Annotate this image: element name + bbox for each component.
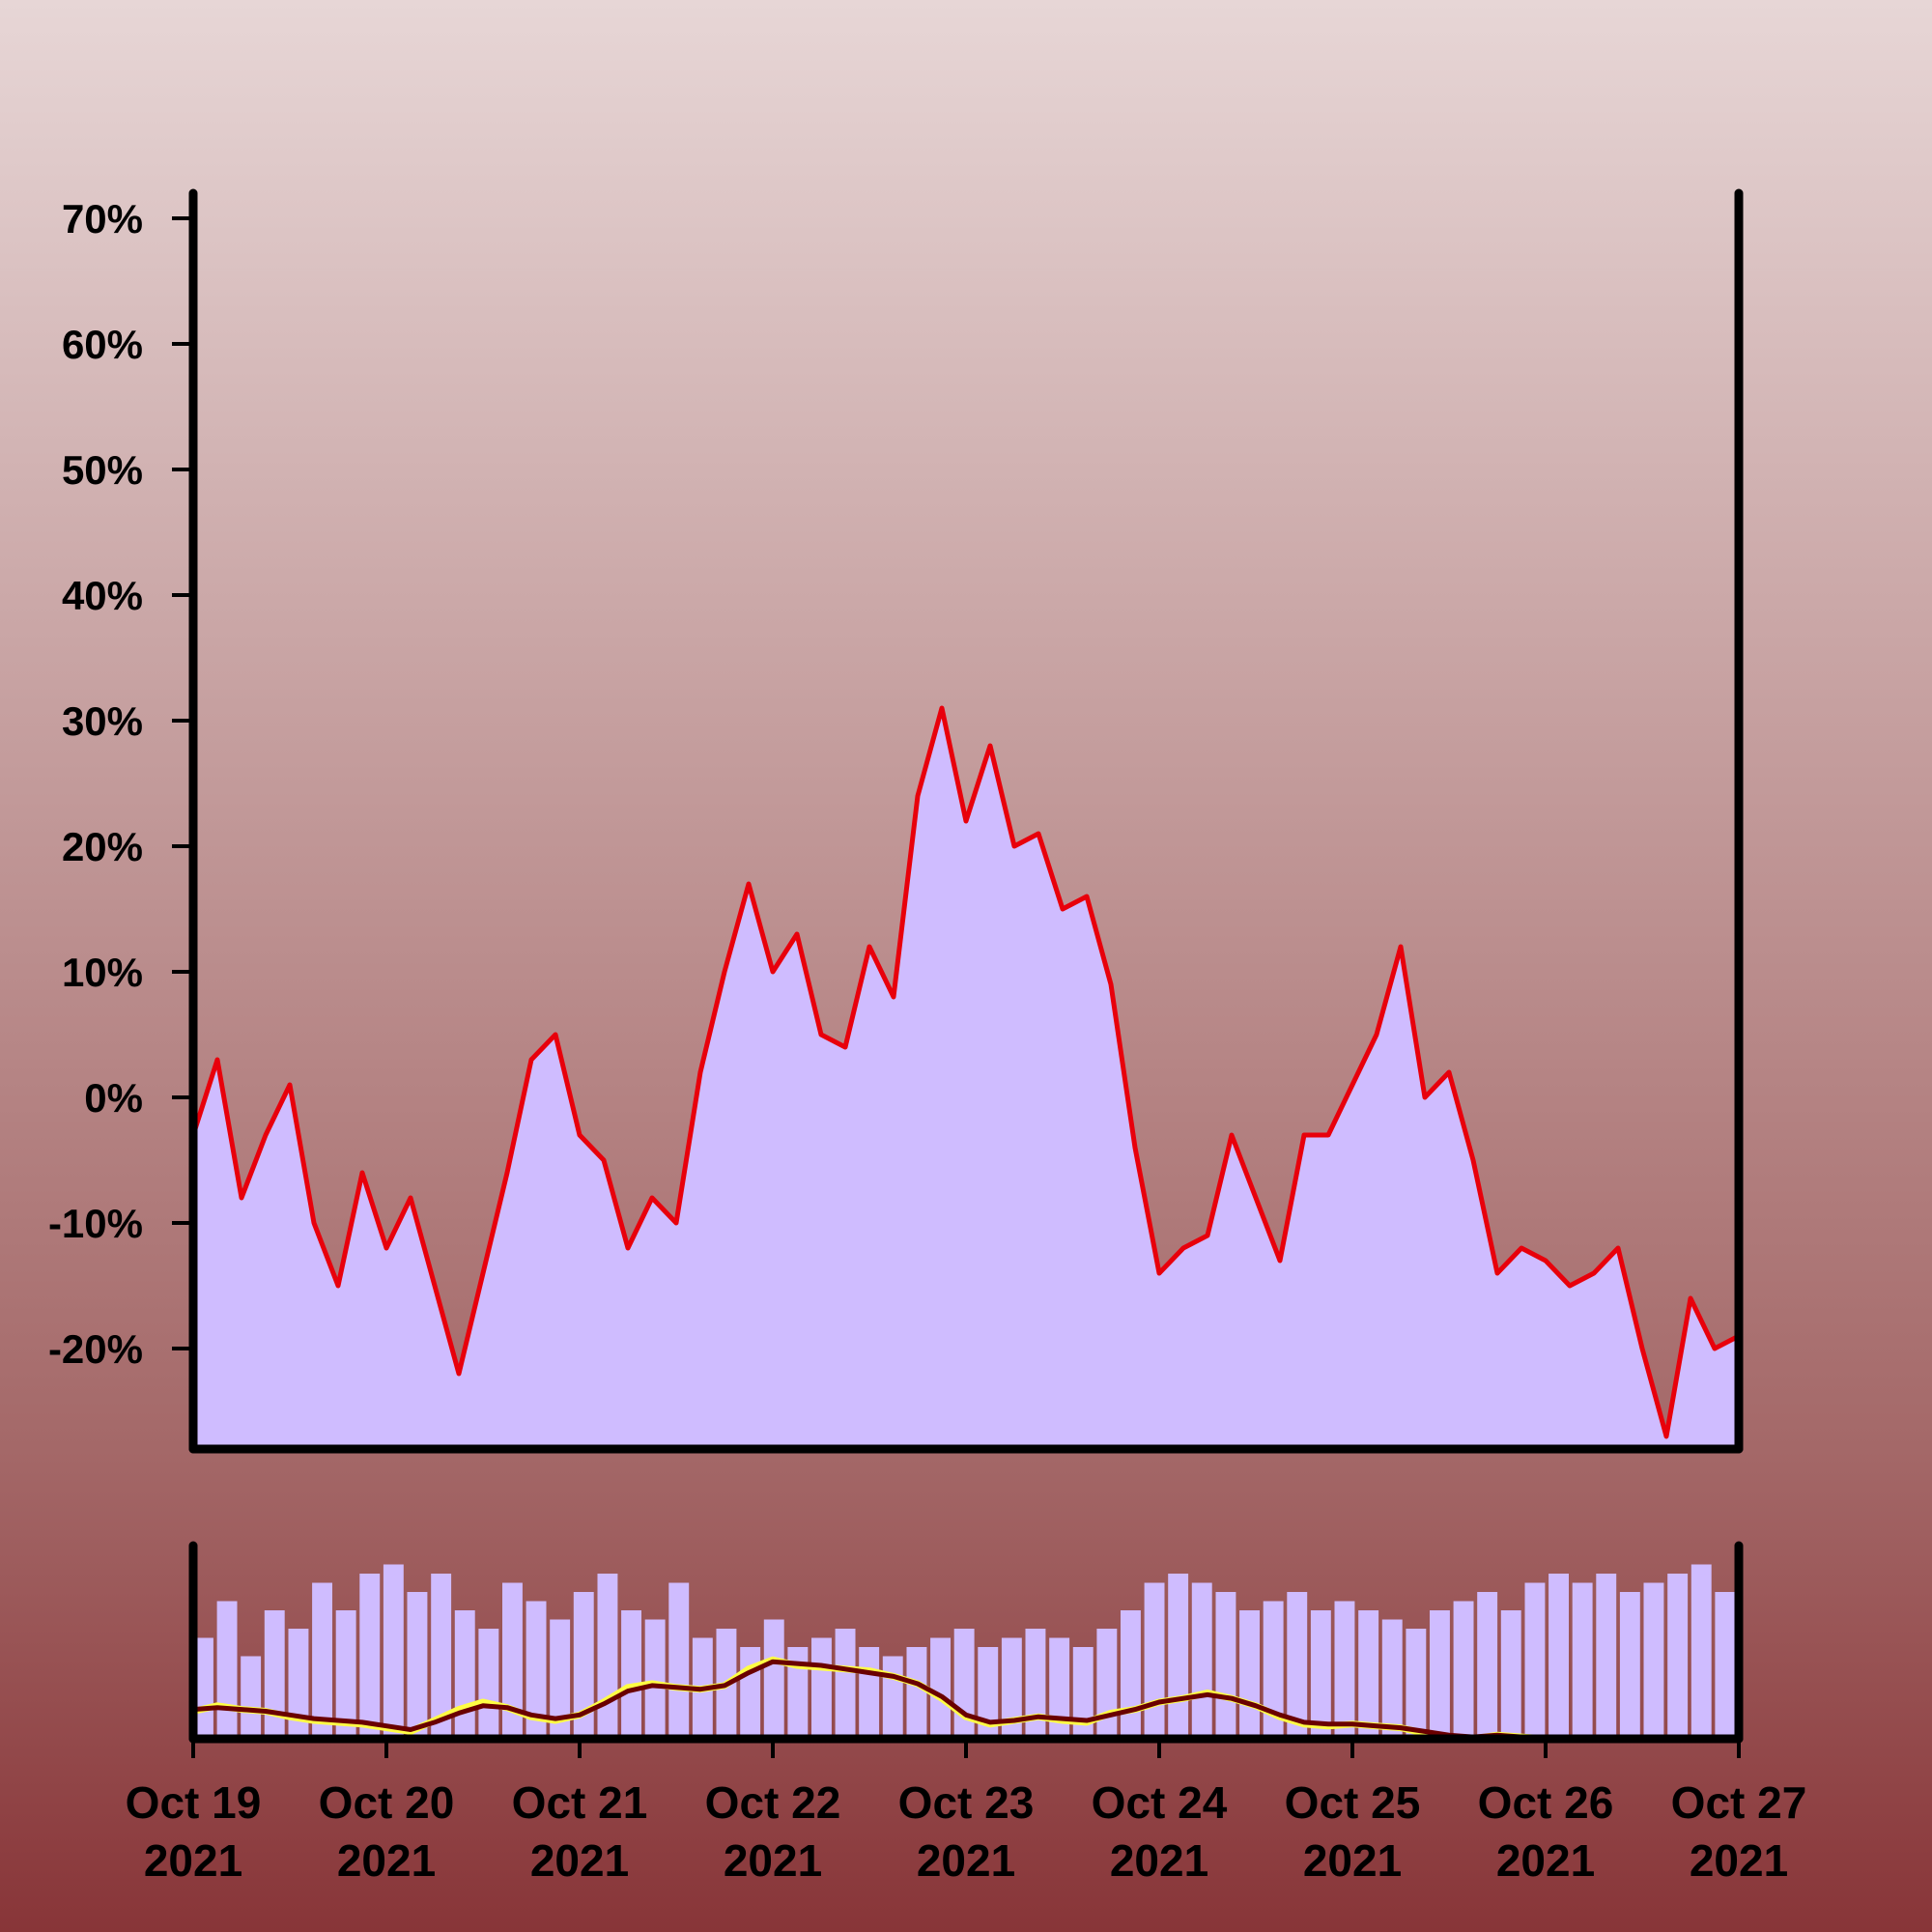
volume-bar xyxy=(930,1637,951,1739)
volume-bar xyxy=(978,1647,999,1739)
volume-bar xyxy=(763,1619,784,1739)
y-tick-label: -10% xyxy=(48,1201,143,1246)
volume-bar xyxy=(1215,1592,1236,1739)
volume-bar xyxy=(740,1647,761,1739)
y-tick-label: 60% xyxy=(62,322,143,367)
volume-bar xyxy=(1168,1574,1189,1739)
main-area-fill xyxy=(193,708,1739,1449)
volume-bar xyxy=(1596,1574,1617,1739)
volume-bar xyxy=(573,1592,594,1739)
volume-bar xyxy=(835,1629,856,1739)
x-tick-label-year: 2021 xyxy=(1690,1835,1788,1886)
volume-bar xyxy=(312,1582,332,1739)
volume-bar xyxy=(1263,1601,1284,1739)
volume-bar xyxy=(1477,1592,1498,1739)
volume-bar xyxy=(1430,1610,1450,1739)
volume-bar xyxy=(1358,1610,1379,1739)
volume-bar xyxy=(597,1574,618,1739)
volume-bar xyxy=(478,1629,499,1739)
x-tick-label-date: Oct 19 xyxy=(126,1777,262,1828)
volume-bar xyxy=(621,1610,641,1739)
x-tick-label-date: Oct 21 xyxy=(512,1777,648,1828)
volume-bar xyxy=(550,1619,571,1739)
volume-bar xyxy=(644,1619,666,1739)
volume-bar xyxy=(1191,1582,1212,1739)
x-tick-label-year: 2021 xyxy=(724,1835,822,1886)
volume-bar xyxy=(1715,1592,1736,1739)
y-axis-ticks: 70% 60% 50% 40% 30% 20% 10% 0% -10% -20% xyxy=(48,196,193,1372)
y-tick-label: 10% xyxy=(62,950,143,995)
x-tick-label-date: Oct 22 xyxy=(705,1777,841,1828)
volume-bar xyxy=(241,1656,262,1739)
volume-bar xyxy=(1619,1592,1640,1739)
x-axis-ticks: Oct 19 2021 Oct 20 2021 Oct 21 2021 Oct 22 2021… xyxy=(126,1739,1807,1886)
y-tick-label: 40% xyxy=(62,573,143,618)
volume-subchart xyxy=(192,1564,1739,1743)
volume-bar xyxy=(1334,1601,1355,1739)
x-tick-label-date: Oct 25 xyxy=(1285,1777,1421,1828)
volume-bar xyxy=(264,1610,285,1739)
x-tick-label-date: Oct 24 xyxy=(1092,1777,1228,1828)
x-tick-label-year: 2021 xyxy=(917,1835,1015,1886)
volume-bar xyxy=(1049,1637,1070,1739)
volume-bar xyxy=(454,1610,475,1739)
volume-bar xyxy=(1453,1601,1474,1739)
volume-bar xyxy=(407,1592,428,1739)
volume-bar xyxy=(882,1656,903,1739)
volume-bar xyxy=(859,1647,880,1739)
volume-bar xyxy=(1310,1610,1331,1739)
y-tick-label: 50% xyxy=(62,447,143,493)
volume-bar xyxy=(431,1574,452,1739)
x-tick-label-year: 2021 xyxy=(530,1835,629,1886)
x-tick-label-year: 2021 xyxy=(1496,1835,1595,1886)
y-tick-label: 30% xyxy=(62,698,143,744)
volume-bar xyxy=(1287,1592,1308,1739)
x-tick-label-date: Oct 27 xyxy=(1671,1777,1807,1828)
volume-bar xyxy=(1690,1564,1712,1739)
volume-bar xyxy=(1025,1629,1046,1739)
main-area-chart xyxy=(190,705,1741,1449)
volume-bar xyxy=(502,1582,523,1739)
volume-bar xyxy=(1548,1574,1569,1739)
x-tick-label-year: 2021 xyxy=(1303,1835,1402,1886)
volume-bar xyxy=(526,1601,547,1739)
volume-bar xyxy=(383,1564,404,1739)
x-tick-label-date: Oct 26 xyxy=(1478,1777,1614,1828)
volume-bar xyxy=(1500,1610,1521,1739)
volume-bar xyxy=(1643,1582,1664,1739)
volume-bar xyxy=(1001,1637,1022,1739)
volume-bar xyxy=(1121,1610,1141,1739)
volume-bar xyxy=(1572,1582,1593,1739)
y-tick-label: 70% xyxy=(62,196,143,242)
x-tick-label-date: Oct 20 xyxy=(319,1777,455,1828)
volume-bar xyxy=(1072,1647,1094,1739)
volume-bar xyxy=(1667,1574,1689,1739)
y-tick-label: -20% xyxy=(48,1326,143,1372)
x-tick-label-year: 2021 xyxy=(337,1835,436,1886)
x-tick-label-date: Oct 23 xyxy=(898,1777,1035,1828)
volume-bar xyxy=(335,1610,356,1739)
y-tick-label: 20% xyxy=(62,824,143,869)
volume-bar xyxy=(1406,1629,1427,1739)
volume-bar xyxy=(1096,1629,1118,1739)
volume-bar xyxy=(953,1629,975,1739)
volume-bar xyxy=(1381,1619,1403,1739)
volume-bar xyxy=(668,1582,690,1739)
volume-bar xyxy=(359,1574,381,1739)
volume-bar xyxy=(787,1647,809,1739)
main-series-line xyxy=(190,705,1741,1439)
x-tick-label-year: 2021 xyxy=(144,1835,242,1886)
volume-bar xyxy=(1524,1582,1546,1739)
volume-bar xyxy=(288,1629,309,1739)
volume-bar xyxy=(906,1647,927,1739)
volume-bar xyxy=(1239,1610,1260,1739)
volume-bar xyxy=(811,1637,832,1739)
y-tick-label: 0% xyxy=(84,1075,143,1121)
x-tick-label-year: 2021 xyxy=(1110,1835,1208,1886)
volume-bar xyxy=(216,1601,238,1739)
volume-bar xyxy=(1144,1582,1165,1739)
